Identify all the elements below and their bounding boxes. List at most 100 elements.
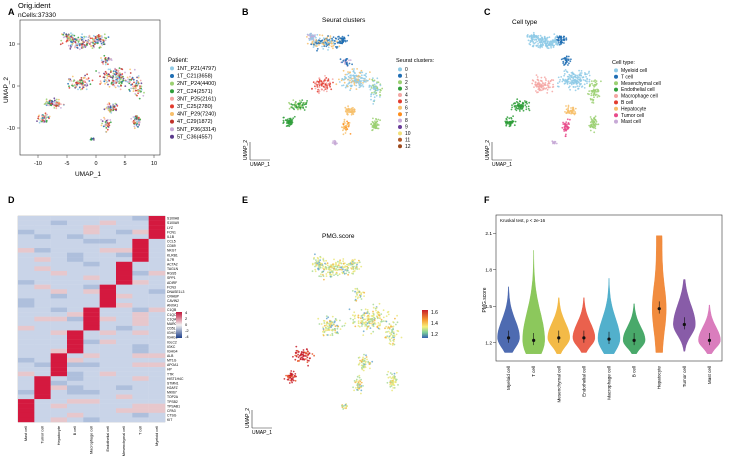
umap-point	[390, 325, 393, 328]
umap-point	[101, 36, 103, 39]
heatmap-cell	[148, 380, 166, 386]
heatmap-cell	[116, 376, 133, 381]
umap-point	[299, 358, 302, 361]
umap-point	[356, 68, 358, 70]
umap-point	[103, 108, 106, 111]
umap-point	[336, 272, 338, 275]
umap-point	[312, 81, 315, 84]
umap-point	[559, 79, 561, 81]
heatmap-cell	[148, 339, 166, 345]
umap-point	[70, 80, 73, 82]
umap-point	[563, 70, 566, 72]
umap-point	[374, 120, 376, 123]
umap-point	[65, 35, 68, 37]
umap-point	[140, 82, 143, 85]
umap-point	[505, 118, 508, 120]
umap-point	[539, 85, 542, 87]
umap-point	[82, 39, 84, 42]
legend-swatch	[398, 80, 402, 85]
umap-point	[99, 45, 102, 48]
umap-point	[322, 37, 325, 40]
umap-point	[103, 36, 106, 39]
umap-point	[137, 92, 140, 95]
umap-point	[343, 75, 346, 78]
umap-point	[339, 265, 341, 268]
heatmap-cell	[99, 298, 117, 304]
heatmap-cell	[148, 252, 166, 258]
umap-point	[389, 340, 392, 342]
umap-point	[339, 262, 342, 264]
heatmap-cell	[50, 408, 68, 414]
umap-point	[358, 382, 361, 385]
umap-point	[593, 96, 595, 99]
umap-point	[354, 381, 357, 384]
umap-point	[317, 257, 320, 260]
umap-point	[109, 106, 112, 109]
umap-point	[559, 40, 562, 43]
umap-point	[107, 123, 110, 125]
heatmap-cell	[116, 270, 133, 276]
legend-swatch	[170, 104, 174, 109]
heatmap-cell	[67, 289, 84, 295]
umap-point	[113, 82, 116, 84]
umap-point	[111, 76, 114, 79]
heatmap-cell	[18, 270, 35, 276]
umap-point	[512, 103, 515, 105]
umap-point	[343, 272, 346, 275]
umap-point	[372, 84, 374, 87]
umap-point	[393, 375, 396, 377]
umap-point	[340, 266, 343, 269]
umap-point	[104, 70, 107, 73]
umap-point	[351, 63, 353, 66]
umap-point	[102, 60, 105, 63]
violin-shape	[497, 286, 520, 353]
umap-point	[370, 87, 373, 89]
heatmap-cell	[67, 335, 84, 340]
legend-label: T cell	[621, 74, 633, 80]
umap-point	[326, 271, 329, 274]
umap-point	[396, 314, 398, 317]
scale-tick-label: -2	[185, 328, 189, 333]
umap-point	[349, 87, 352, 90]
umap-point	[290, 103, 293, 106]
heatmap-cell	[34, 312, 51, 317]
umap-point	[382, 309, 385, 312]
heatmap-cell	[132, 284, 149, 290]
umap-point	[108, 103, 111, 105]
umap-point	[60, 107, 62, 109]
umap-point	[297, 102, 300, 105]
umap-point	[361, 323, 364, 326]
panel-c: Cell type UMAP_1 UMAP_2 Cell type: Myelo…	[485, 19, 661, 168]
umap-point	[595, 90, 598, 93]
umap-point	[356, 294, 358, 296]
umap-point	[527, 107, 530, 110]
violin-shape	[547, 297, 571, 354]
umap-point	[81, 38, 83, 41]
umap-point	[136, 76, 139, 79]
umap-point	[306, 42, 309, 45]
umap-point	[41, 119, 44, 121]
heatmap-cell	[83, 312, 100, 317]
heatmap-cell	[67, 385, 84, 391]
umap-point	[541, 46, 544, 48]
umap-point	[48, 100, 51, 103]
umap-point	[563, 42, 565, 44]
umap-point	[333, 265, 336, 268]
heatmap-cell	[116, 339, 133, 345]
umap-point	[529, 43, 532, 46]
heatmap-cell	[67, 312, 84, 317]
panel-e-axis-x: UMAP_1	[252, 430, 272, 436]
umap-point	[397, 384, 399, 386]
umap-point	[557, 85, 560, 88]
panel-a-subtitle: nCells:37330	[18, 12, 56, 19]
heatmap-cell	[34, 339, 51, 345]
umap-point	[376, 120, 379, 123]
umap-point	[565, 57, 567, 60]
umap-point	[126, 80, 128, 83]
umap-point	[101, 120, 104, 122]
umap-point	[320, 80, 323, 83]
heatmap-cell	[50, 344, 68, 349]
umap-point	[304, 103, 307, 105]
umap-point	[342, 78, 345, 81]
